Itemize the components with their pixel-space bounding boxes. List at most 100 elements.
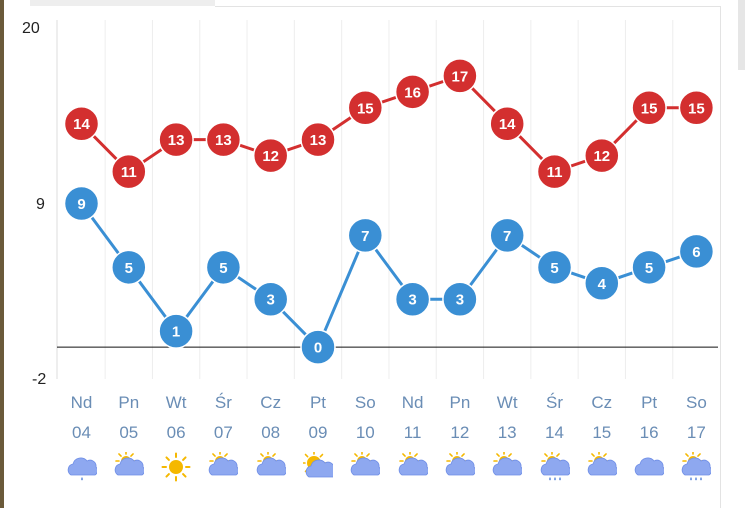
day-name-label: Śr bbox=[546, 393, 563, 412]
day-name-label: Pt bbox=[309, 393, 327, 412]
day-number-label: 11 bbox=[403, 423, 422, 442]
data-label: 13 bbox=[215, 132, 232, 149]
day-number-label: 06 bbox=[166, 423, 186, 442]
data-label: 12 bbox=[262, 148, 279, 165]
scrollbar[interactable] bbox=[738, 0, 745, 70]
data-label: 12 bbox=[593, 148, 610, 165]
data-point bbox=[442, 58, 478, 94]
data-label: 13 bbox=[168, 132, 185, 149]
tab-strip[interactable] bbox=[30, 0, 215, 6]
day-name-label: Wt bbox=[165, 393, 187, 412]
data-point bbox=[394, 74, 431, 110]
data-point bbox=[631, 249, 667, 286]
data-point bbox=[394, 281, 431, 317]
data-point bbox=[158, 121, 194, 158]
data-label: 5 bbox=[125, 260, 133, 277]
window-edge bbox=[0, 0, 4, 508]
data-point bbox=[584, 265, 620, 302]
sun-icon bbox=[161, 452, 191, 482]
cloud-sun-icon bbox=[208, 450, 240, 482]
data-label: 5 bbox=[645, 260, 653, 277]
data-point bbox=[347, 217, 384, 254]
data-label: 7 bbox=[503, 228, 511, 245]
data-label: 0 bbox=[314, 340, 322, 357]
tab-divider bbox=[215, 6, 720, 7]
day-name-label: Pt bbox=[641, 393, 658, 412]
data-label: 15 bbox=[688, 100, 705, 117]
panel-border bbox=[720, 6, 721, 508]
cloud-rain-icon bbox=[67, 452, 98, 482]
data-label: 17 bbox=[452, 68, 469, 85]
data-label: 4 bbox=[598, 276, 607, 293]
data-label: 14 bbox=[73, 116, 90, 133]
day-number-label: 09 bbox=[308, 423, 328, 442]
data-point bbox=[442, 281, 478, 317]
data-point bbox=[536, 249, 573, 286]
data-point bbox=[536, 153, 573, 190]
day-name-label: So bbox=[685, 393, 707, 412]
day-name-label: Pn bbox=[118, 393, 140, 412]
data-point bbox=[205, 121, 242, 158]
cloud-sun-rain-icon bbox=[681, 450, 713, 482]
data-label: 15 bbox=[641, 100, 658, 117]
day-number-label: 13 bbox=[497, 423, 517, 442]
cloud-sun-icon bbox=[445, 450, 476, 482]
data-point bbox=[63, 185, 100, 222]
day-number-label: 16 bbox=[639, 423, 659, 442]
data-label: 11 bbox=[121, 164, 137, 181]
day-number-label: 05 bbox=[119, 423, 139, 442]
data-label: 1 bbox=[172, 324, 180, 341]
day-number-label: 14 bbox=[545, 423, 564, 442]
day-name-label: Wt bbox=[496, 393, 518, 412]
y-tick-label: 9 bbox=[36, 196, 45, 213]
data-point bbox=[678, 233, 715, 270]
y-tick-label: 20 bbox=[22, 20, 40, 37]
day-number-label: 08 bbox=[261, 423, 281, 442]
data-point bbox=[347, 90, 384, 126]
data-label: 6 bbox=[692, 244, 700, 261]
day-name-label: Nd bbox=[401, 393, 424, 412]
data-label: 3 bbox=[456, 292, 464, 309]
day-number-label: 07 bbox=[213, 423, 233, 442]
day-name-label: So bbox=[354, 393, 376, 412]
data-label: 15 bbox=[357, 100, 374, 117]
sun-cloud-icon bbox=[301, 450, 336, 482]
day-number-label: 10 bbox=[355, 423, 375, 442]
day-number-label: 12 bbox=[450, 423, 470, 442]
cloud-sun-icon bbox=[398, 450, 429, 482]
data-label: 9 bbox=[77, 196, 85, 213]
day-number-label: 17 bbox=[686, 423, 706, 442]
data-point bbox=[63, 105, 100, 142]
data-point bbox=[158, 313, 194, 349]
day-name-label: Śr bbox=[214, 393, 232, 412]
cloud-icon bbox=[634, 452, 666, 482]
data-point bbox=[678, 90, 715, 126]
data-label: 7 bbox=[361, 228, 369, 245]
data-label: 3 bbox=[408, 292, 416, 309]
cloud-sun-icon bbox=[350, 450, 382, 482]
data-point bbox=[205, 249, 242, 286]
data-point bbox=[111, 153, 147, 190]
day-name-label: Cz bbox=[591, 393, 613, 412]
cloud-sun-icon bbox=[587, 450, 618, 482]
data-point bbox=[111, 249, 147, 286]
data-point bbox=[631, 90, 667, 126]
data-point bbox=[252, 137, 289, 174]
data-label: 14 bbox=[499, 116, 516, 133]
data-label: 16 bbox=[404, 84, 421, 101]
data-label: 3 bbox=[267, 292, 275, 309]
data-point bbox=[489, 105, 525, 142]
data-label: 13 bbox=[310, 132, 327, 149]
cloud-sun-icon bbox=[256, 450, 287, 482]
data-point bbox=[252, 281, 289, 317]
data-label: 5 bbox=[550, 260, 558, 277]
day-name-label: Pn bbox=[449, 393, 471, 412]
day-name-label: Cz bbox=[260, 393, 282, 412]
data-label: 11 bbox=[547, 164, 563, 181]
data-label: 5 bbox=[219, 260, 227, 277]
cloud-sun-icon bbox=[114, 450, 145, 482]
day-number-label: 15 bbox=[592, 423, 612, 442]
cloud-sun-icon bbox=[492, 450, 524, 482]
data-point bbox=[300, 329, 336, 365]
